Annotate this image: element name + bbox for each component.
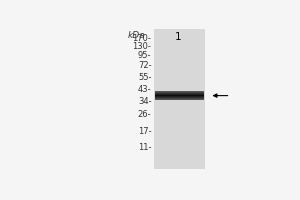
Text: 55-: 55-	[138, 73, 152, 82]
Text: 95-: 95-	[138, 51, 152, 60]
Text: 26-: 26-	[138, 110, 152, 119]
Text: 43-: 43-	[138, 85, 152, 94]
Text: 130-: 130-	[133, 42, 152, 51]
Text: kDa: kDa	[128, 31, 146, 40]
Text: 17-: 17-	[138, 127, 152, 136]
Text: 11-: 11-	[138, 143, 152, 152]
Text: 1: 1	[175, 32, 181, 42]
Bar	[154, 29, 205, 169]
Text: 170-: 170-	[133, 34, 152, 43]
Text: 34-: 34-	[138, 97, 152, 106]
Text: 72-: 72-	[138, 61, 152, 70]
